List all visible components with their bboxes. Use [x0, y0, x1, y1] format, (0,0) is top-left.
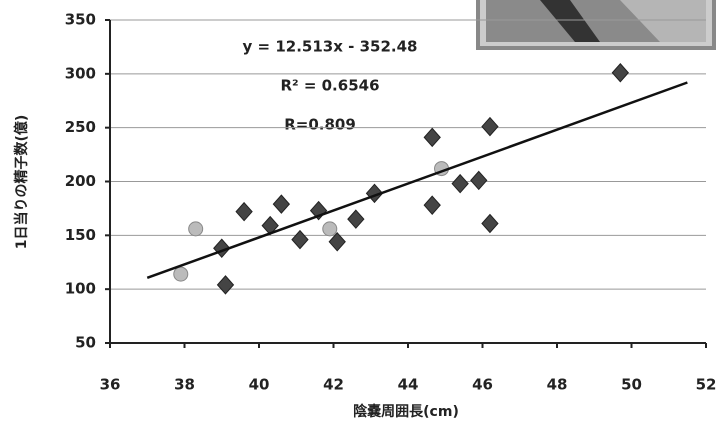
x-tick-label: 50	[621, 376, 642, 394]
point	[291, 229, 309, 250]
point	[423, 195, 441, 215]
y-axis-label: 1日当りの精子数(億)	[13, 115, 30, 250]
x-tick-label: 36	[100, 376, 121, 394]
point	[216, 275, 235, 295]
point	[423, 127, 441, 148]
x-tick-label: 44	[398, 376, 419, 394]
point	[470, 170, 488, 191]
point	[481, 116, 499, 137]
x-tick-label: 42	[323, 376, 344, 394]
point	[322, 221, 338, 237]
point	[347, 209, 365, 229]
point	[481, 213, 499, 234]
point	[272, 194, 291, 214]
x-tick-label: 40	[249, 376, 270, 394]
annotation: R=0.809	[284, 116, 356, 134]
point	[188, 221, 204, 237]
y-tick-label: 300	[65, 64, 96, 82]
point	[328, 232, 346, 252]
annotation: y = 12.513x - 352.48	[243, 38, 418, 56]
x-tick-label: 46	[472, 376, 493, 394]
photo	[476, 0, 716, 50]
y-tick-label: 150	[65, 226, 96, 244]
x-tick-label: 38	[174, 376, 195, 394]
x-axis-label: 陰嚢周囲長(cm)	[353, 403, 459, 420]
trendline	[146, 81, 688, 280]
x-tick-label: 48	[547, 376, 568, 394]
y-tick-label: 100	[65, 280, 96, 298]
x-tick-label: 52	[696, 376, 717, 394]
point	[451, 173, 469, 194]
annotation: R² = 0.6546	[280, 77, 379, 95]
point	[611, 63, 629, 83]
y-tick-label: 50	[75, 334, 96, 352]
y-tick-label: 200	[65, 172, 96, 190]
point	[173, 266, 189, 282]
y-tick-label: 250	[65, 118, 96, 136]
point	[235, 201, 253, 222]
y-tick-label: 350	[65, 11, 96, 29]
